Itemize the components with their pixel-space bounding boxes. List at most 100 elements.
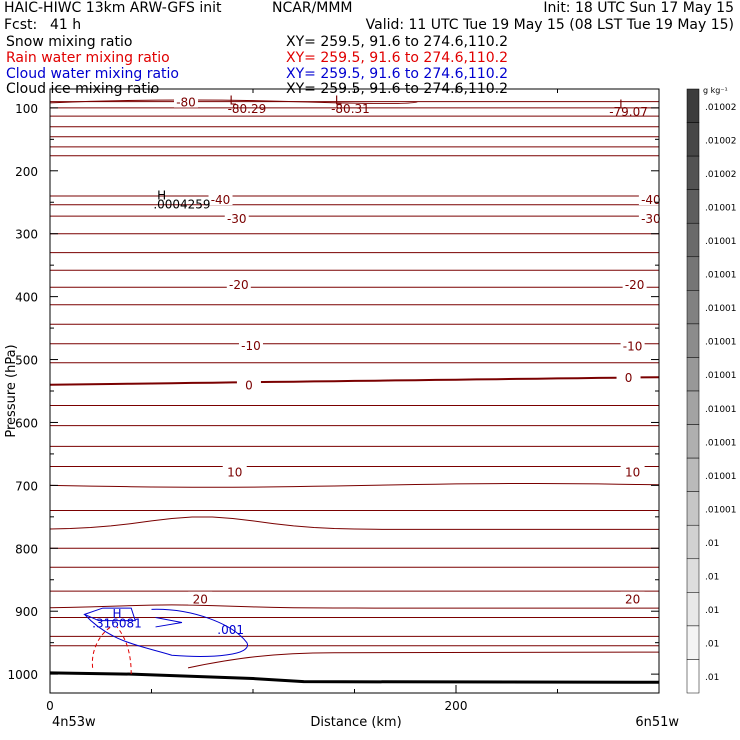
temperature-contour-label: -10 [241,339,261,353]
temperature-contour-label: -20 [229,278,249,292]
field-rain-xy: XY= 259.5, 91.6 to 274.6,110.2 [286,50,509,66]
y-tick-label: 300 [15,228,38,242]
temperature-contour-label: 10 [227,466,242,480]
temperature-contour [49,376,660,386]
contour-label-bg [188,591,213,605]
field-snow-name: Snow mixing ratio [6,34,133,50]
colorbar-label: .01001 [705,438,737,448]
temperature-contour-label: -40 [211,193,231,207]
temperature-contour-label: -30 [227,212,247,226]
y-tick-label: 900 [15,605,38,619]
low-value-label: -79.07 [609,105,648,119]
contour-label-bg [616,370,641,384]
contour-label-bg [620,464,645,478]
colorbar-label: .01 [705,539,719,549]
y-tick-label: 200 [15,165,38,179]
colorbar-label: .01002 [705,103,737,113]
plot-frame [49,88,660,694]
contour-label-bg [174,94,199,108]
valid-time: Valid: 11 UTC Tue 19 May 15 (08 LST Tue … [365,17,734,33]
colorbar-swatch [686,491,700,526]
cloud-water-contour [83,607,136,622]
colorbar-swatch [686,155,700,190]
colorbar-label: .01001 [705,338,737,348]
colorbar-swatch [686,256,700,291]
right-endpoint-label: 6n51w [635,715,679,730]
colorbar-swatch [686,625,700,660]
x-tick-label: 200 [445,699,468,713]
colorbar-swatch [686,457,700,492]
temperature-contour [49,604,659,609]
model-title: HAIC-HIWC 13km ARW-GFS init [4,0,222,16]
left-endpoint-label: 4n53w [52,715,96,730]
temperature-contour [49,99,418,104]
colorbar-label: .01 [705,606,719,616]
contour-label-bg [222,464,247,478]
colorbar-swatch [686,222,700,258]
temperature-contour [49,516,659,530]
terrain-line [49,671,660,684]
colorbar-label: .01001 [705,237,737,247]
temperature-contour [49,483,660,488]
colorbar-label: .01 [705,573,719,583]
rain-water-contour [91,626,112,668]
colorbar-swatch [686,592,700,627]
colorbar-label: .01001 [705,203,737,213]
temperature-contour-label: 0 [245,379,253,393]
snow-high-marker: H [157,189,166,203]
colorbar-swatch [686,189,700,224]
field-rain-name: Rain water mixing ratio [6,50,170,66]
y-tick-label: 800 [15,542,38,556]
cloud-water-high-marker: H [112,607,121,621]
colorbar-swatch [686,390,700,425]
y-axis-label: Pressure (hPa) [4,344,19,437]
colorbar-label: .01001 [705,472,737,482]
colorbar-swatch [686,659,700,694]
colorbar-swatch [686,524,700,560]
cloud-water-label: .316081 [92,617,142,631]
colorbar-unit: g kg⁻¹ [703,86,728,95]
colorbar-label: .01001 [705,304,737,314]
low-marker: L [619,97,626,111]
y-tick-label: 100 [15,102,38,116]
contour-label-bg [226,277,251,291]
cloud-water-contour [84,608,248,657]
contour-label-bg [620,591,645,605]
temperature-contour-label: -20 [625,278,645,292]
colorbar-swatch [686,357,700,392]
forecast-label: Fcst: [4,17,38,33]
low-value-label: -80.29 [228,102,267,116]
temperature-contour-label: 0 [625,371,633,385]
field-cloudwater-xy: XY= 259.5, 91.6 to 274.6,110.2 [286,66,509,82]
colorbar-swatch [686,122,700,157]
colorbar-label: .01001 [705,505,737,515]
contour-label-bg [622,277,647,291]
y-tick-label: 600 [15,416,38,430]
colorbar-swatch [686,290,700,325]
temperature-contour-label: 20 [193,593,208,607]
low-marker: L [335,94,342,108]
low-value-label: -80.31 [331,102,370,116]
colorbar-swatch [686,323,700,358]
x-axis-label: Distance (km) [310,715,401,730]
y-tick-label: 700 [15,479,38,493]
colorbar-label: .01 [705,673,719,683]
field-snow-xy: XY= 259.5, 91.6 to 274.6,110.2 [286,34,509,50]
contour-label-bg [224,210,249,224]
colorbar-label: .01001 [705,405,737,415]
temperature-contour-label: -30 [641,212,661,226]
colorbar-swatch [686,558,700,593]
y-tick-label: 400 [15,291,38,305]
temperature-contour-label: 20 [625,593,640,607]
init-time: Init: 18 UTC Sun 17 May 15 [543,0,734,16]
snow-max-label: .0004259 [153,198,210,212]
colorbar-label: .01001 [705,271,737,281]
cloud-water-label: .001 [217,623,244,637]
colorbar-swatch [686,424,700,459]
colorbar-label: .01 [705,640,719,650]
y-tick-label: 500 [15,354,38,368]
temperature-contour [187,651,660,669]
temperature-contour-label: -80 [176,96,196,110]
